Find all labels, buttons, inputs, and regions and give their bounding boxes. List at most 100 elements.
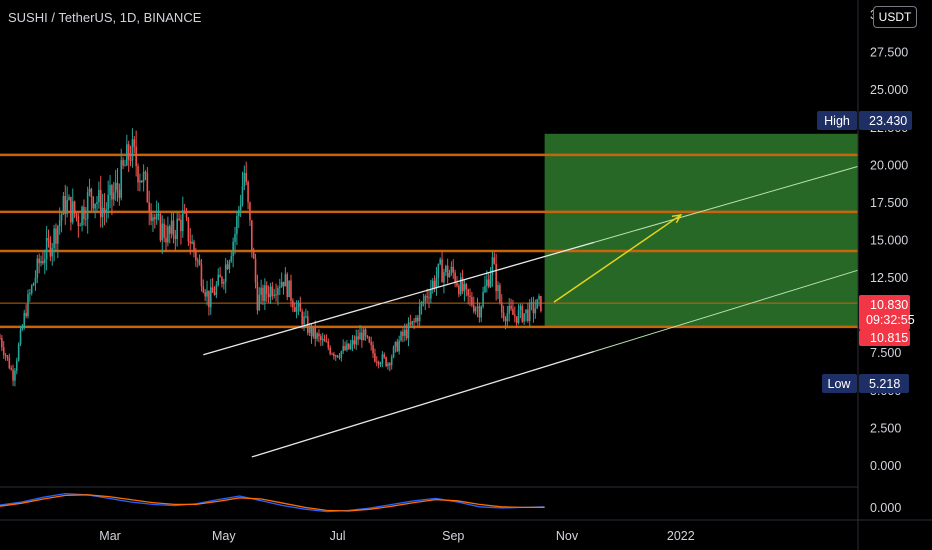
- candle-body-145: [269, 286, 272, 298]
- candle-body-176: [327, 341, 330, 348]
- candle-body-241: [448, 272, 451, 278]
- candle-body-11: [19, 329, 22, 345]
- candle-body-204: [379, 363, 382, 365]
- candle-body-147: [273, 294, 275, 296]
- candle-body-134: [249, 202, 251, 221]
- candle-body-256: [476, 306, 479, 309]
- candle-body-34: [62, 196, 65, 215]
- candle-body-174: [323, 339, 326, 342]
- candle-body-262: [487, 279, 490, 287]
- candle-body-129: [239, 204, 242, 211]
- candle-body-115: [213, 292, 216, 295]
- oscillator-series-1: [0, 494, 545, 512]
- candle-body-49: [90, 189, 93, 198]
- candle-body-2: [2, 347, 5, 355]
- candle-body-271: [504, 318, 507, 322]
- candle-body-219: [407, 322, 410, 339]
- candle-body-195: [362, 329, 365, 341]
- candle-body-132: [245, 172, 248, 182]
- candle-body-160: [297, 303, 300, 307]
- candle-body-218: [405, 329, 408, 339]
- candle-body-284: [528, 302, 531, 321]
- candle-body-81: [150, 211, 152, 221]
- candle-body-266: [495, 263, 497, 292]
- candle-body-120: [223, 281, 225, 284]
- candle-body-261: [486, 279, 488, 286]
- y-tick-6: 15.000: [870, 233, 908, 247]
- candle-body-290: [540, 296, 542, 311]
- candle-body-36: [66, 200, 68, 214]
- x-tick-2: Jul: [330, 529, 346, 543]
- candle-body-123: [228, 261, 231, 269]
- candle-body-277: [515, 316, 518, 323]
- second-price-box: [859, 330, 910, 346]
- candle-body-252: [469, 295, 471, 298]
- candle-body-20: [36, 258, 39, 278]
- candle-body-19: [34, 277, 37, 284]
- low-tag-value: 5.218: [869, 377, 900, 391]
- candle-body-253: [471, 297, 473, 306]
- candle-body-42: [77, 216, 80, 226]
- oscillator-y-tick: 0.000: [870, 501, 901, 515]
- candle-body-213: [396, 341, 399, 352]
- candle-body-28: [51, 248, 54, 257]
- candle-body-104: [193, 241, 195, 252]
- candle-body-26: [47, 238, 50, 241]
- candle-body-18: [32, 283, 35, 286]
- candle-body-270: [502, 312, 505, 319]
- candle-body-10: [17, 344, 20, 361]
- candle-body-24: [43, 259, 46, 264]
- candle-body-4: [6, 355, 9, 358]
- candle-body-152: [282, 281, 285, 287]
- candle-body-236: [439, 259, 441, 264]
- candle-body-139: [258, 294, 261, 311]
- currency-button[interactable]: USDT: [873, 6, 917, 28]
- candle-body-50: [92, 197, 95, 209]
- candle-body-140: [260, 287, 262, 295]
- high-tag: High 23.430: [817, 111, 912, 130]
- candle-body-141: [262, 287, 264, 302]
- candle-body-113: [209, 287, 212, 308]
- candle-body-207: [385, 357, 387, 367]
- high-tag-value: 23.430: [869, 114, 907, 128]
- candle-body-267: [497, 285, 499, 292]
- candle-body-150: [278, 286, 281, 289]
- candle-body-269: [500, 302, 503, 313]
- candle-body-85: [157, 214, 160, 216]
- x-tick-4: Nov: [556, 529, 579, 543]
- candle-body-89: [165, 237, 167, 243]
- candle-body-276: [514, 314, 516, 317]
- candle-body-249: [463, 284, 466, 292]
- candle-body-231: [430, 288, 432, 299]
- candle-body-245: [456, 283, 458, 286]
- candle-body-93: [172, 220, 175, 236]
- candle-body-281: [523, 313, 525, 322]
- candle-body-258: [480, 306, 483, 318]
- candle-body-101: [187, 217, 190, 242]
- candle-body-27: [49, 240, 52, 257]
- candle-body-173: [321, 339, 324, 341]
- candle-body-87: [161, 223, 164, 241]
- candle-body-131: [243, 172, 246, 187]
- candle-body-275: [512, 308, 514, 315]
- candle-body-66: [122, 160, 124, 166]
- candle-body-279: [519, 305, 522, 310]
- candle-body-189: [351, 340, 354, 345]
- candle-body-90: [167, 226, 169, 243]
- candle-body-242: [450, 266, 453, 273]
- candle-body-183: [340, 351, 343, 358]
- candle-body-166: [308, 325, 311, 333]
- candle-body-151: [280, 281, 283, 287]
- candle-body-225: [418, 306, 421, 322]
- candle-body-83: [154, 217, 156, 220]
- candle-body-29: [53, 228, 55, 249]
- candle-body-100: [185, 212, 188, 218]
- candle-body-69: [127, 144, 130, 160]
- candle-body-46: [85, 218, 87, 220]
- candle-body-161: [299, 303, 302, 312]
- candle-body-244: [454, 272, 456, 284]
- channel-upper-projection: [593, 165, 859, 243]
- candle-body-79: [146, 173, 149, 203]
- candle-body-229: [426, 296, 428, 298]
